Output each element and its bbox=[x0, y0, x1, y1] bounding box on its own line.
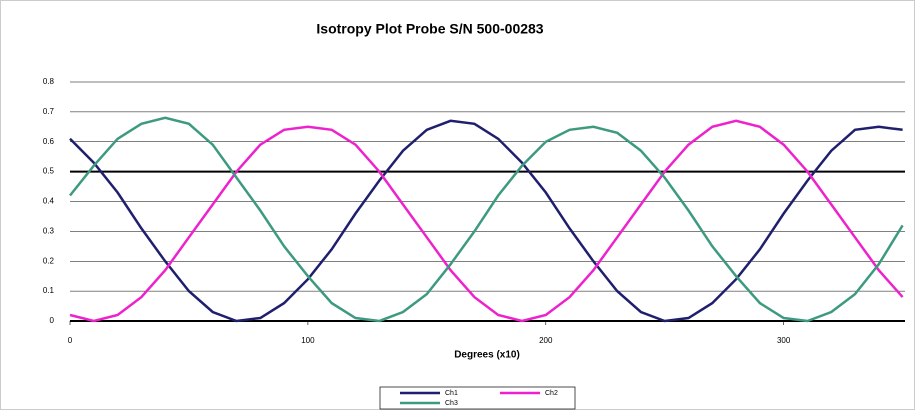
x-tick-label: 200 bbox=[539, 336, 553, 345]
y-tick-label: 0.1 bbox=[43, 286, 55, 295]
y-tick-label: 0.2 bbox=[43, 256, 55, 265]
y-tick-label: 0.3 bbox=[43, 226, 55, 235]
y-tick-label: 0.7 bbox=[43, 107, 55, 116]
y-tick-label: 0.5 bbox=[43, 167, 55, 176]
x-tick-label: 0 bbox=[68, 336, 73, 345]
series-line bbox=[69, 119, 903, 323]
y-tick-label: 0.8 bbox=[43, 77, 55, 86]
series-line bbox=[69, 119, 904, 323]
chart-title: Isotropy Plot Probe S/N 500-00283 bbox=[316, 21, 543, 37]
x-axis-label: Degrees (x10) bbox=[454, 350, 520, 361]
legend-label: Ch3 bbox=[445, 400, 458, 407]
y-tick-label: 0.6 bbox=[43, 137, 55, 146]
x-tick-label: 100 bbox=[301, 336, 315, 345]
series-line bbox=[69, 116, 904, 323]
legend-label: Ch2 bbox=[545, 390, 558, 397]
legend-label: Ch1 bbox=[445, 390, 458, 397]
x-tick-label: 300 bbox=[777, 336, 791, 345]
y-tick-label: 0 bbox=[50, 316, 55, 325]
y-tick-label: 0.4 bbox=[43, 197, 55, 206]
